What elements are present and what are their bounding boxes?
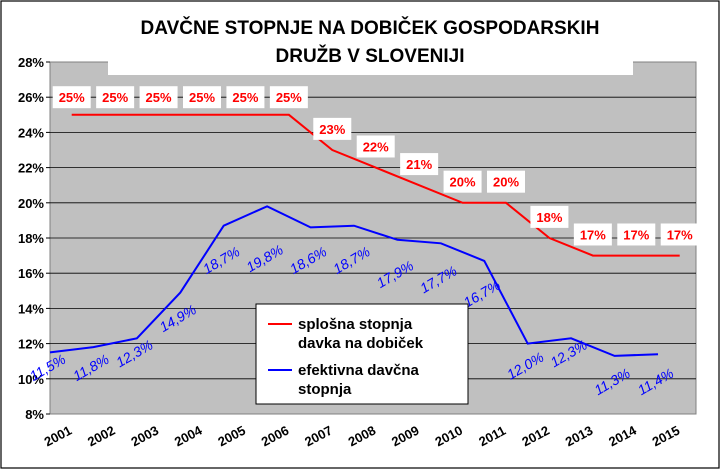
data-label-box xyxy=(139,86,178,109)
data-label: 18% xyxy=(536,210,562,225)
chart-title-line: DRUŽB V SLOVENIJI xyxy=(276,45,465,67)
series-line-1 xyxy=(71,113,680,257)
data-label-box xyxy=(530,205,569,228)
data-label: 20% xyxy=(450,175,476,190)
data-label: 17% xyxy=(623,227,649,242)
y-tick-label: 12% xyxy=(18,337,44,352)
data-label-box xyxy=(443,170,482,193)
data-label: 25% xyxy=(189,90,215,105)
y-tick-label: 18% xyxy=(18,231,44,246)
data-label: 22% xyxy=(363,139,389,154)
y-tick-label: 24% xyxy=(18,125,44,140)
data-label-box xyxy=(313,117,352,140)
data-label: 25% xyxy=(146,90,172,105)
data-label-box xyxy=(183,86,221,109)
legend-label: splošna stopnja xyxy=(298,316,413,333)
data-label-box xyxy=(52,86,91,109)
data-label-box xyxy=(226,86,265,109)
data-label-box xyxy=(487,170,525,193)
data-label: 17% xyxy=(667,227,693,242)
data-label: 21% xyxy=(406,157,432,172)
y-tick-label: 26% xyxy=(18,90,44,105)
data-label: 25% xyxy=(276,90,302,105)
y-tick-label: 8% xyxy=(25,407,44,422)
data-label-box xyxy=(400,153,439,176)
y-tick-label: 28% xyxy=(18,55,44,70)
data-label: 25% xyxy=(232,90,258,105)
y-tick-label: 20% xyxy=(18,196,44,211)
data-label-box xyxy=(617,223,656,246)
y-tick-label: 16% xyxy=(18,266,44,281)
data-label: 25% xyxy=(59,90,85,105)
data-label: 25% xyxy=(102,90,128,105)
data-label: 23% xyxy=(319,122,345,137)
y-tick-label: 22% xyxy=(18,161,44,176)
data-label-box xyxy=(356,135,395,158)
data-label-box xyxy=(573,223,612,246)
legend-label: davka na dobiček xyxy=(298,335,424,352)
series-line-2 xyxy=(49,205,659,357)
chart-title-line: DAVČNE STOPNJE NA DOBIČEK GOSPODARSKIH xyxy=(141,17,600,39)
y-tick-label: 10% xyxy=(18,372,44,387)
legend-box xyxy=(255,303,469,405)
legend-label: stopnja xyxy=(298,381,352,398)
legend-label: efektivna davčna xyxy=(298,362,420,379)
data-label: 17% xyxy=(580,227,606,242)
data-label-box xyxy=(660,223,699,246)
title-box xyxy=(108,9,633,75)
data-label-box xyxy=(96,86,135,109)
data-label-box xyxy=(269,86,308,109)
y-tick-label: 14% xyxy=(18,301,44,316)
data-label: 20% xyxy=(493,175,519,190)
